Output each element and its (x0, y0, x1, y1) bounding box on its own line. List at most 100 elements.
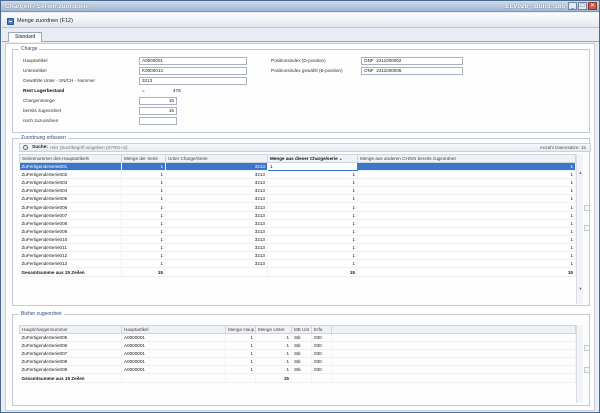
table-row[interactable]: ZuFertigendeSerie013 1 3213 1 1 (19, 259, 576, 269)
table-cell[interactable]: 1 (267, 243, 358, 253)
table-cell[interactable]: 1 (267, 202, 358, 212)
table-cell: 3213 (165, 259, 268, 269)
table-row[interactable]: ZuFertigendeSerie011 1 3213 1 1 (19, 243, 576, 253)
col-me-unt[interactable]: ME Unt (291, 325, 312, 334)
rest-lagerbestand-value: 476 (173, 88, 181, 93)
table-cell[interactable]: 1 (267, 211, 358, 220)
filler-cell (331, 365, 576, 375)
filler-cell (331, 349, 576, 359)
col-menge-haup[interactable]: Menge Haup (225, 325, 256, 334)
search-label: Suche: (32, 145, 48, 150)
table-cell: A0000001 (121, 349, 226, 359)
table-row[interactable]: ZuFertigendeSerie003 1 3213 1 1 (19, 178, 576, 188)
table-row[interactable]: ZuFertigendeSerie005 A0000001 1 1 Stk 030 (19, 333, 576, 343)
table-cell: Stk (291, 341, 312, 351)
table-row[interactable]: ZuFertigendeSerie007 A0000001 1 1 Stk 030 (19, 349, 576, 359)
search-bar: Suche: Hier (Suchbegriff eingeben (STRG+… (19, 143, 591, 152)
table-cell[interactable]: 1 (267, 186, 358, 196)
list-icon[interactable] (584, 345, 590, 351)
pos-d-field[interactable]: ONF 2211000002 (361, 57, 463, 65)
hauptartikel-label: Hauptartikel (23, 58, 48, 63)
hauptartikel-field[interactable]: A0000001 (139, 57, 247, 65)
table-cell[interactable]: 1 (267, 259, 358, 269)
charge-group: Charge Hauptartikel A0000001 Unterartike… (12, 46, 590, 133)
table-cell: ZuFertigendeSerie007 (19, 349, 122, 359)
assign-quantity-button[interactable]: Menge zuordnen (F12) (7, 16, 73, 26)
table-cell[interactable]: 1 (267, 194, 358, 204)
noch-zuzuordnen-label: noch zuzuordnen (23, 118, 59, 123)
noch-zuzuordnen-field[interactable] (139, 117, 177, 125)
zuordnung-scrollbar[interactable]: ▲ ▼ (576, 154, 583, 304)
table-row[interactable]: ZuFertigendeSerie010 1 3213 1 1 (19, 235, 576, 244)
filter-icon[interactable] (584, 205, 590, 211)
table-row[interactable]: ZuFertigendeSerie009 1 3213 1 1 (19, 227, 576, 236)
table-cell[interactable]: 1 (267, 219, 358, 228)
table-cell[interactable]: 1 (267, 251, 358, 261)
print-icon[interactable] (584, 367, 590, 373)
assign-icon (7, 17, 14, 25)
scroll-up-icon[interactable]: ▲ (578, 170, 583, 175)
col-unter-charge[interactable]: Unter Charge/Serie (165, 154, 268, 163)
col-menge-dieser-charge-label: Menge aus dieser Charge/serie (270, 156, 338, 161)
table-cell[interactable]: 1 (267, 178, 358, 188)
table-row[interactable]: ZuFertigendeSerie008 A0000001 1 1 Stk 030 (19, 357, 576, 367)
table-row[interactable]: ZuFertigendeSerie008 1 3213 1 1 (19, 219, 576, 228)
table-row[interactable]: ZuFertigendeSerie006 1 3213 1 1 (19, 202, 576, 212)
close-button[interactable]: ✕ (588, 2, 597, 10)
filler-cell (331, 357, 576, 367)
col-menge-anderen[interactable]: Menge aus anderen CH/SN bereits zugeordn… (357, 154, 576, 163)
total-row: Gesamtsumme aus 15 Zeilen 15 15 15 (19, 267, 576, 278)
minimize-button[interactable]: _ (568, 2, 577, 10)
window-title: Chargen / Serien zuordnen (5, 3, 88, 10)
bisher-table: Hauptchargennummer Hauptartikel Menge Ha… (19, 325, 576, 384)
table-cell: ZuFertigendeSerie004 (19, 186, 122, 196)
table-row[interactable]: ZuFertigendeSerie009 A0000001 1 1 Stk 030 (19, 365, 576, 375)
table-cell: 3213 (165, 162, 268, 172)
table-row[interactable]: ZuFertigendeSerie004 1 3213 1 1 (19, 186, 576, 196)
bereits-zugeordnet-field[interactable]: 15 (139, 107, 177, 115)
main-content: Charge Hauptartikel A0000001 Unterartike… (5, 43, 595, 411)
table-cell[interactable]: 1 (267, 227, 358, 236)
table-row[interactable]: ZuFertigendeSerie006 A0000001 1 1 Stk 030 (19, 341, 576, 351)
table-cell: ZuFertigendeSerie008 (19, 219, 122, 228)
maximize-button[interactable]: □ (578, 2, 587, 10)
table-cell: 3213 (165, 178, 268, 188)
filler-cell (331, 341, 576, 351)
table-cell[interactable]: 1 (267, 161, 358, 172)
table-cell: 1 (255, 333, 292, 343)
table-row[interactable]: ZuFertigendeSerie002 1 3213 1 1 (19, 170, 576, 180)
col-hauptartikel[interactable]: Hauptartikel (121, 325, 226, 334)
bisher-scrollbar[interactable] (576, 325, 583, 403)
col-hauptchargennummer[interactable]: Hauptchargennummer (19, 325, 122, 334)
table-cell: 030 (311, 341, 332, 351)
table-cell[interactable]: 1 (267, 170, 358, 180)
table-row[interactable]: ZuFertigendeSerie001 1 3213 1 1 (19, 161, 576, 172)
tab-standard[interactable]: Standard (8, 32, 43, 42)
columns-icon[interactable] (584, 225, 590, 231)
table-cell: 1 (357, 251, 576, 261)
total-cell (121, 373, 226, 384)
table-cell[interactable]: 1 (267, 235, 358, 244)
col-erfa[interactable]: Erfa (311, 325, 332, 334)
sn-ch-number-label: Gewählte Unter - SN/CH - Nummer (23, 78, 95, 83)
col-menge-dieser-charge[interactable]: Menge aus dieser Charge/serie ▲ (267, 154, 358, 163)
table-row[interactable]: ZuFertigendeSerie012 1 3213 1 1 (19, 251, 576, 261)
table-row[interactable]: ZuFertigendeSerie007 1 3213 1 1 (19, 211, 576, 220)
pos-b-field[interactable]: ONF 2211000006 (361, 67, 463, 75)
sn-ch-number-field[interactable]: 3213 (139, 77, 247, 85)
col-seriennummer[interactable]: Seriennummer des Hauptartikels (19, 154, 122, 163)
scroll-down-icon[interactable]: ▼ (578, 286, 583, 291)
chargenmenge-field[interactable]: 15 (139, 97, 177, 105)
total-cell (225, 373, 256, 384)
table-cell: 1 (357, 227, 576, 236)
pos-d-prefix: ONF (364, 58, 374, 63)
search-input[interactable]: Hier (Suchbegriff eingeben (STRG+S) (50, 145, 128, 150)
unterartikel-field[interactable]: K0000013 (139, 67, 247, 75)
col-menge-unter[interactable]: Menge Unter (255, 325, 292, 334)
table-cell: 1 (255, 365, 292, 375)
table-cell: 3213 (165, 202, 268, 212)
col-menge-serie[interactable]: Menge der Serie (121, 154, 166, 163)
table-cell: ZuFertigendeSerie003 (19, 178, 122, 188)
table-row[interactable]: ZuFertigendeSerie005 1 3213 1 1 (19, 194, 576, 204)
